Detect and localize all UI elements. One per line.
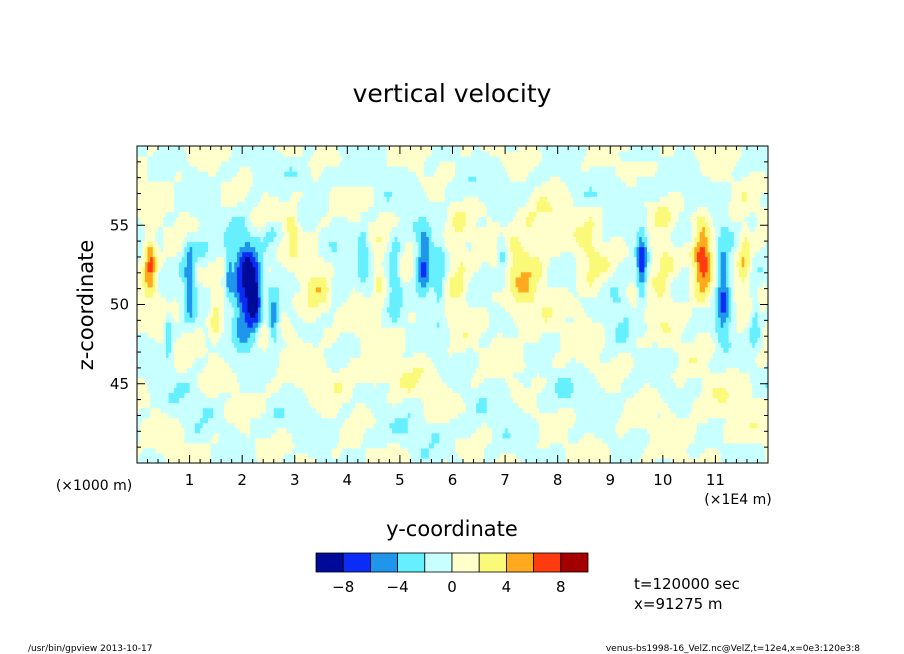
chart-title: vertical velocity bbox=[353, 79, 552, 108]
heatmap-field bbox=[137, 146, 768, 463]
